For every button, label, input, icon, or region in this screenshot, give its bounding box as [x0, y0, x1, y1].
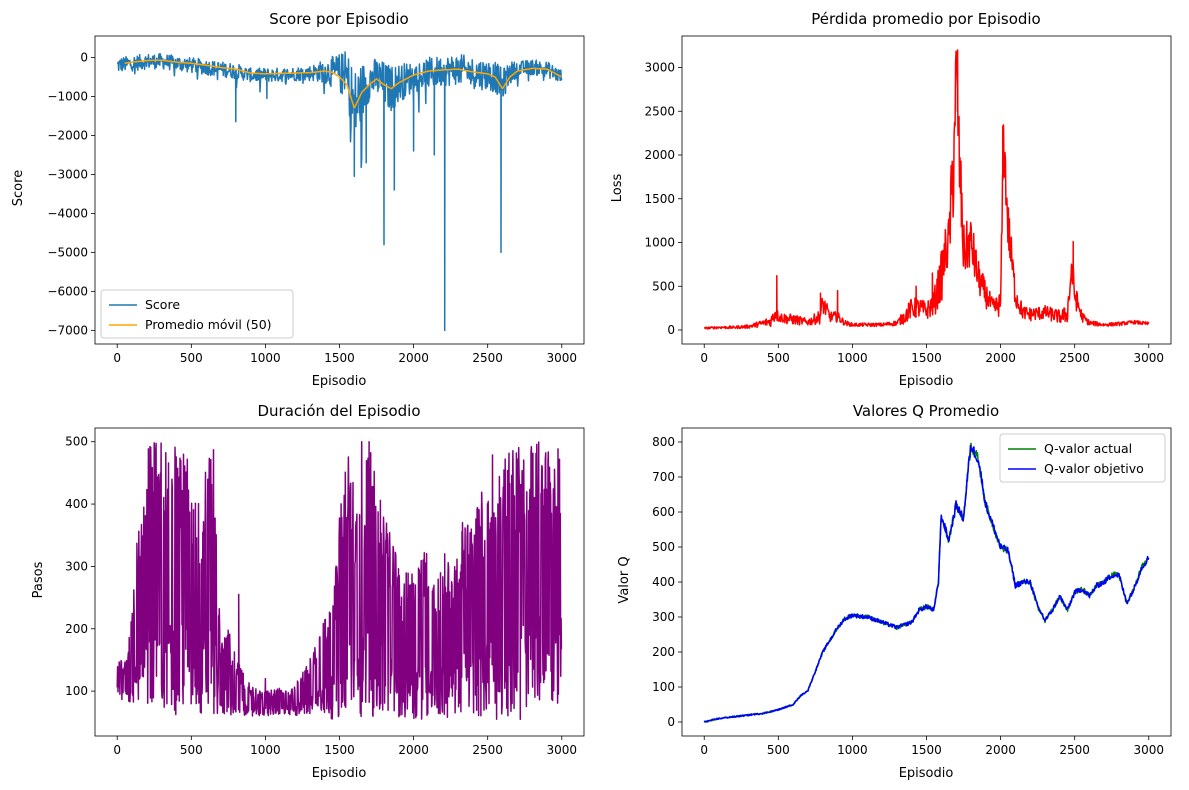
x-tick-label: 2500 [1059, 351, 1090, 365]
y-tick-label: 500 [652, 279, 675, 293]
x-tick-label: 1500 [324, 743, 355, 757]
x-tick-label: 2500 [472, 743, 503, 757]
x-tick-label: 500 [767, 743, 790, 757]
y-tick-label: 300 [65, 559, 88, 573]
series-line [703, 444, 1150, 723]
y-tick-label: 800 [652, 435, 675, 449]
x-tick-label: 2000 [985, 743, 1016, 757]
x-tick-label: 2000 [985, 351, 1016, 365]
plot-area [116, 51, 563, 332]
x-tick-label: 1500 [911, 351, 942, 365]
x-tick-label: 3000 [546, 351, 577, 365]
y-tick-label: 100 [65, 684, 88, 698]
y-axis-label: Pasos [31, 561, 46, 598]
series-line [116, 440, 563, 720]
y-tick-label: −3000 [47, 167, 88, 181]
duration-panel: Duración del Episodio Episodio Pasos 0 50… [31, 402, 585, 781]
y-tick-label: 600 [652, 505, 675, 519]
legend-box [999, 433, 1166, 483]
x-tick-label: 2000 [398, 743, 429, 757]
loss-panel: Pérdida promedio por Episodio Episodio L… [610, 10, 1172, 389]
score-panel: Score por Episodio Episodio Score 0 500 10… [11, 10, 585, 389]
plot-area [703, 49, 1150, 330]
x-tick-label: 1500 [911, 743, 942, 757]
plot-area [116, 440, 563, 720]
y-tick-label: 1500 [644, 192, 675, 206]
x-tick-label: 500 [180, 351, 203, 365]
y-tick-label: −2000 [47, 128, 88, 142]
chart-title: Score por Episodio [269, 10, 408, 28]
y-tick-label: 400 [652, 575, 675, 589]
series-line [124, 59, 562, 109]
y-tick-label: 2500 [644, 104, 675, 118]
x-tick-label: 1000 [250, 743, 281, 757]
legend: Q-valor actual Q-valor objetivo [999, 433, 1166, 483]
series-line [116, 51, 563, 332]
x-tick-label: 2500 [472, 351, 503, 365]
chart-title: Duración del Episodio [258, 402, 421, 420]
y-tick-label: 400 [65, 497, 88, 511]
y-tick-label: 1000 [644, 236, 675, 250]
x-tick-label: 2000 [398, 351, 429, 365]
x-tick-label: 1000 [837, 743, 868, 757]
y-tick-label: 2000 [644, 148, 675, 162]
legend-label: Promedio móvil (50) [145, 317, 272, 332]
y-tick-label: 3000 [644, 61, 675, 75]
y-tick-label: −6000 [47, 284, 88, 298]
x-axis-label: Episodio [312, 374, 367, 389]
y-axis-label: Valor Q [617, 556, 632, 603]
y-tick-label: 0 [667, 715, 675, 729]
x-tick-label: 1000 [837, 351, 868, 365]
x-tick-label: 0 [113, 743, 121, 757]
y-tick-label: −4000 [47, 206, 88, 220]
chart-title: Valores Q Promedio [853, 402, 999, 420]
x-axis-label: Episodio [899, 766, 954, 781]
legend: Score Promedio móvil (50) [100, 289, 294, 339]
y-tick-label: 300 [652, 610, 675, 624]
legend-label: Score [145, 297, 180, 312]
y-tick-label: 500 [652, 540, 675, 554]
y-tick-label: −5000 [47, 245, 88, 259]
x-tick-label: 1000 [250, 351, 281, 365]
y-tick-label: 0 [667, 323, 675, 337]
y-tick-label: 200 [652, 645, 675, 659]
x-axis-label: Episodio [312, 766, 367, 781]
y-axis-label: Loss [610, 174, 625, 203]
x-tick-label: 3000 [546, 743, 577, 757]
legend-label: Q-valor objetivo [1044, 461, 1144, 476]
legend-box [100, 289, 294, 339]
x-tick-label: 3000 [1133, 743, 1164, 757]
x-tick-label: 3000 [1133, 351, 1164, 365]
x-tick-label: 0 [700, 351, 708, 365]
x-tick-label: 0 [700, 743, 708, 757]
x-tick-label: 1500 [324, 351, 355, 365]
x-axis-label: Episodio [899, 374, 954, 389]
x-tick-label: 2500 [1059, 743, 1090, 757]
y-tick-label: 100 [652, 680, 675, 694]
y-tick-label: 700 [652, 470, 675, 484]
x-tick-label: 0 [113, 351, 121, 365]
q-values-panel: Valores Q Promedio Episodio Valor Q 0 500… [617, 402, 1172, 781]
y-tick-label: −7000 [47, 323, 88, 337]
x-tick-label: 500 [180, 743, 203, 757]
y-axis-label: Score [11, 170, 26, 206]
y-tick-label: 200 [65, 622, 88, 636]
y-tick-label: 500 [65, 435, 88, 449]
plot-area [703, 442, 1150, 723]
chart-title: Pérdida promedio por Episodio [811, 10, 1040, 28]
y-tick-label: −1000 [47, 89, 88, 103]
y-tick-label: 0 [80, 50, 88, 64]
x-tick-label: 500 [767, 351, 790, 365]
legend-label: Q-valor actual [1044, 441, 1132, 456]
series-line [703, 49, 1150, 330]
